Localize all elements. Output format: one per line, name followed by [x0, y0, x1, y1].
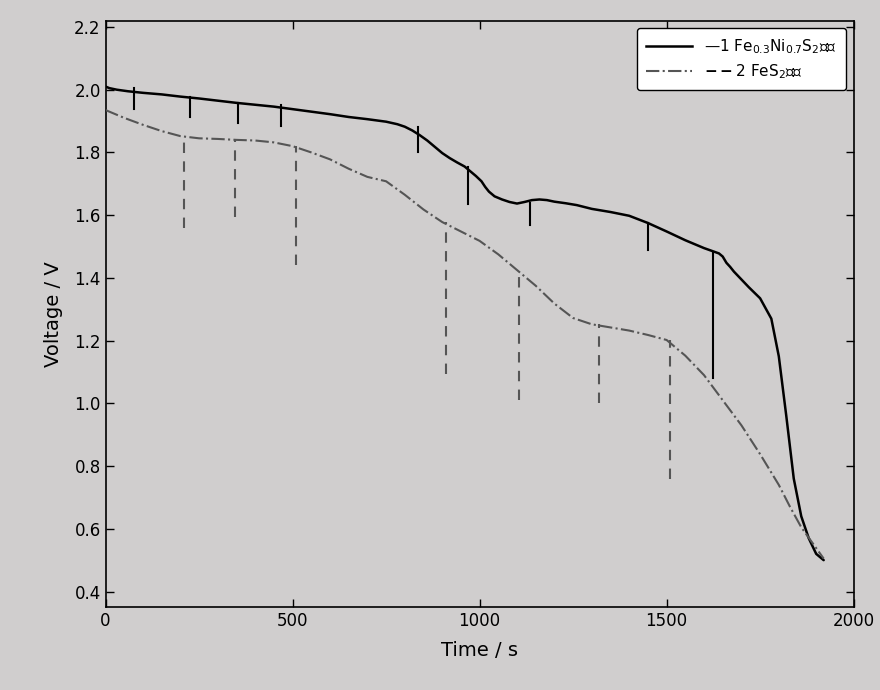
Legend: $\mathbf{—}$1 Fe$_{0.3}$Ni$_{0.7}$S$_2$正极, $\mathbf{- -}$2 FeS$_2$正极: $\mathbf{—}$1 Fe$_{0.3}$Ni$_{0.7}$S$_2$正… [637, 28, 846, 90]
Y-axis label: Voltage / V: Voltage / V [44, 261, 63, 367]
X-axis label: Time / s: Time / s [441, 641, 518, 660]
